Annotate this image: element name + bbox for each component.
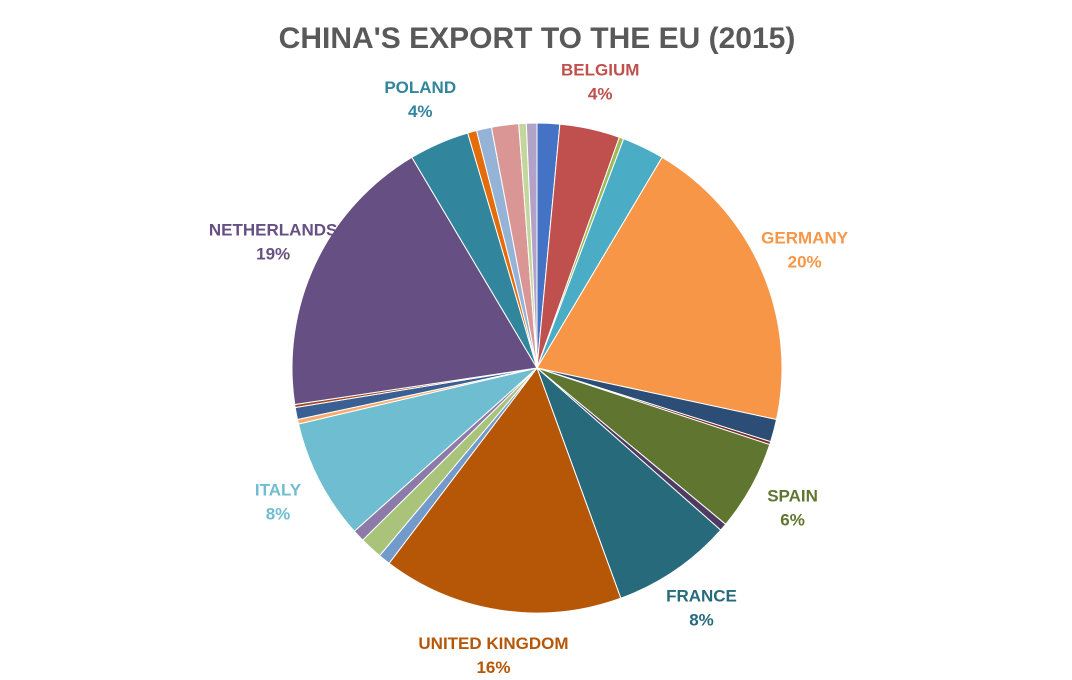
value-label: 8% [266,504,291,523]
slice-label: ITALY [255,480,302,499]
pie-slice [536,156,783,421]
value-label: 8% [689,611,714,630]
value-label: 20% [788,253,822,272]
pie-slice [388,366,622,614]
slice-label: SPAIN [767,487,818,506]
slice-label: POLAND [384,78,456,97]
chart-title: CHINA'S EXPORT TO THE EU (2015) [279,22,796,55]
slice-label: NETHERLANDS [209,220,337,239]
value-label: 6% [780,511,805,530]
pie-slice [525,122,538,369]
value-label: 4% [408,102,433,121]
pie-slice [291,156,538,406]
pie-slice [536,367,722,599]
value-label: 19% [256,244,290,263]
slice-label: FRANCE [666,587,737,606]
slice-label: GERMANY [761,229,849,248]
slice-label: BELGIUM [561,60,639,79]
value-label: 4% [588,84,613,103]
slice-label: UNITED KINGDOM [418,634,568,653]
pie-slice [297,367,538,532]
value-label: 16% [476,658,510,675]
